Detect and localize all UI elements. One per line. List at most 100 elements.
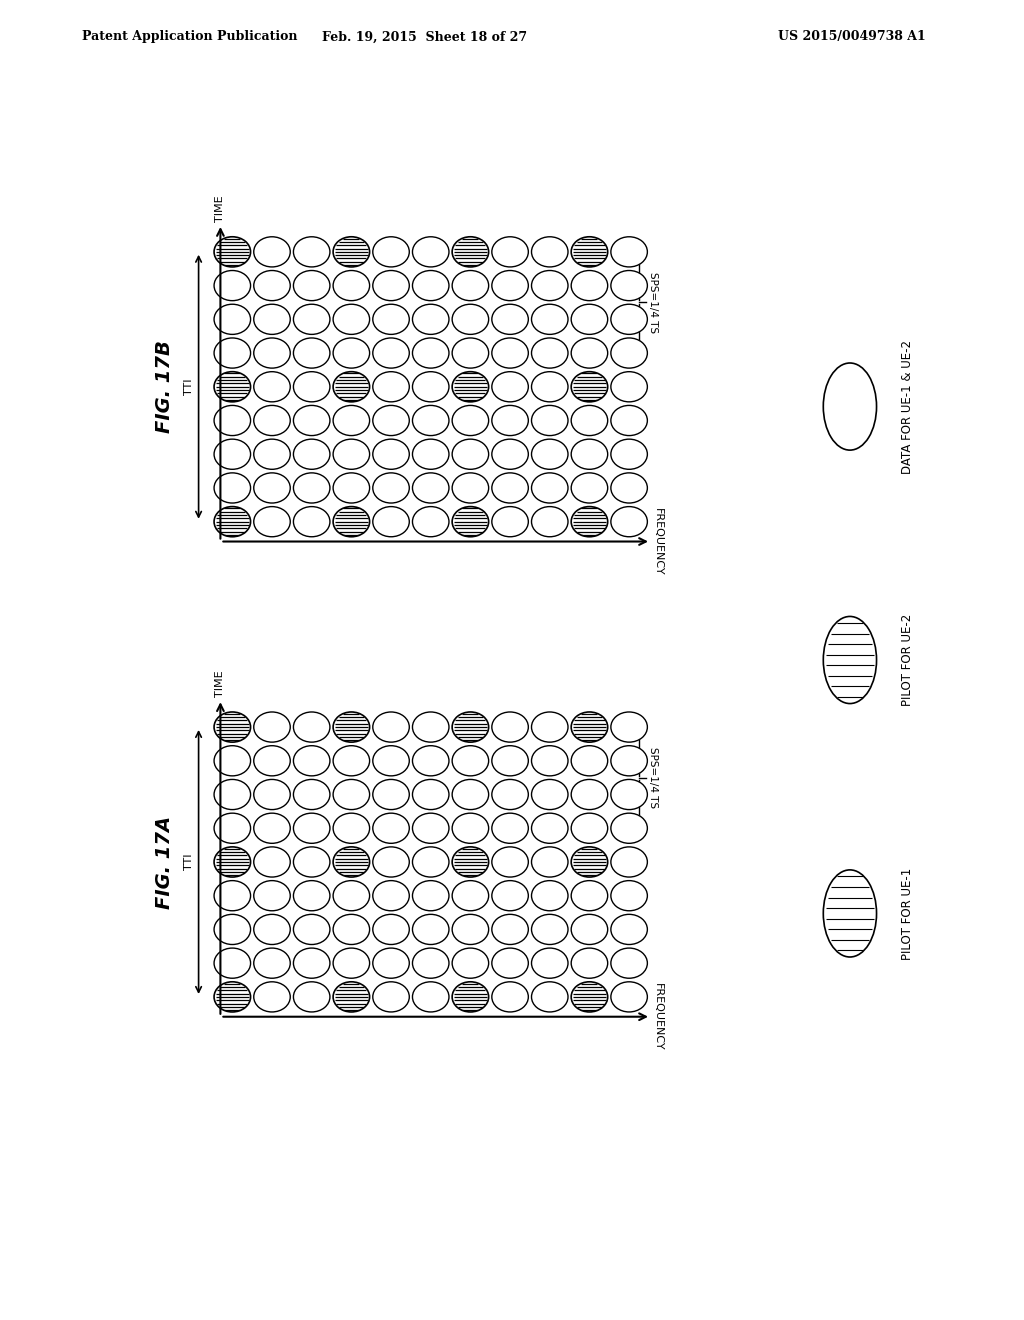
Ellipse shape	[571, 304, 607, 334]
Ellipse shape	[413, 473, 449, 503]
Ellipse shape	[453, 982, 488, 1012]
Text: SPS=1/4 TS: SPS=1/4 TS	[648, 272, 658, 333]
Ellipse shape	[453, 440, 488, 470]
Ellipse shape	[453, 372, 488, 401]
Ellipse shape	[611, 779, 647, 809]
Ellipse shape	[214, 338, 251, 368]
Ellipse shape	[254, 473, 290, 503]
Ellipse shape	[823, 870, 877, 957]
Ellipse shape	[571, 813, 607, 843]
Ellipse shape	[531, 779, 568, 809]
Ellipse shape	[214, 236, 251, 267]
Text: FIG. 17A: FIG. 17A	[156, 816, 174, 908]
Ellipse shape	[492, 711, 528, 742]
Ellipse shape	[492, 813, 528, 843]
Ellipse shape	[531, 271, 568, 301]
Text: TTI: TTI	[184, 854, 194, 870]
Ellipse shape	[492, 779, 528, 809]
Ellipse shape	[413, 948, 449, 978]
Ellipse shape	[453, 847, 488, 876]
Ellipse shape	[294, 473, 330, 503]
Ellipse shape	[611, 236, 647, 267]
Ellipse shape	[492, 405, 528, 436]
Ellipse shape	[413, 304, 449, 334]
Ellipse shape	[823, 363, 877, 450]
Ellipse shape	[373, 779, 410, 809]
Text: TTI: TTI	[184, 379, 194, 395]
Ellipse shape	[294, 779, 330, 809]
Ellipse shape	[254, 405, 290, 436]
Ellipse shape	[611, 880, 647, 911]
Ellipse shape	[611, 813, 647, 843]
Text: PILOT FOR UE-2: PILOT FOR UE-2	[901, 614, 913, 706]
Ellipse shape	[453, 746, 488, 776]
Ellipse shape	[214, 880, 251, 911]
Ellipse shape	[373, 711, 410, 742]
Ellipse shape	[531, 746, 568, 776]
Text: DATA FOR UE-1 & UE-2: DATA FOR UE-1 & UE-2	[901, 339, 913, 474]
Ellipse shape	[373, 304, 410, 334]
Ellipse shape	[333, 880, 370, 911]
Ellipse shape	[611, 440, 647, 470]
Ellipse shape	[571, 915, 607, 945]
Ellipse shape	[214, 915, 251, 945]
Ellipse shape	[254, 271, 290, 301]
Ellipse shape	[453, 271, 488, 301]
Ellipse shape	[373, 236, 410, 267]
Ellipse shape	[453, 711, 488, 742]
Ellipse shape	[453, 779, 488, 809]
Ellipse shape	[531, 473, 568, 503]
Ellipse shape	[214, 405, 251, 436]
Ellipse shape	[214, 473, 251, 503]
Text: TIME: TIME	[215, 671, 225, 697]
Ellipse shape	[413, 372, 449, 401]
Ellipse shape	[254, 236, 290, 267]
Ellipse shape	[333, 271, 370, 301]
Ellipse shape	[333, 440, 370, 470]
Ellipse shape	[214, 507, 251, 537]
Ellipse shape	[611, 982, 647, 1012]
Ellipse shape	[214, 271, 251, 301]
Ellipse shape	[254, 372, 290, 401]
Ellipse shape	[492, 372, 528, 401]
Ellipse shape	[373, 338, 410, 368]
Ellipse shape	[531, 304, 568, 334]
Ellipse shape	[254, 440, 290, 470]
Ellipse shape	[333, 304, 370, 334]
Ellipse shape	[531, 948, 568, 978]
Ellipse shape	[254, 847, 290, 876]
Ellipse shape	[611, 338, 647, 368]
Ellipse shape	[531, 507, 568, 537]
Ellipse shape	[254, 813, 290, 843]
Ellipse shape	[492, 507, 528, 537]
Ellipse shape	[214, 982, 251, 1012]
Ellipse shape	[373, 372, 410, 401]
Ellipse shape	[492, 473, 528, 503]
Ellipse shape	[373, 405, 410, 436]
Ellipse shape	[333, 711, 370, 742]
Ellipse shape	[611, 271, 647, 301]
Ellipse shape	[333, 473, 370, 503]
Ellipse shape	[413, 507, 449, 537]
Ellipse shape	[611, 746, 647, 776]
Ellipse shape	[531, 440, 568, 470]
Ellipse shape	[611, 711, 647, 742]
Ellipse shape	[333, 948, 370, 978]
Ellipse shape	[453, 338, 488, 368]
Ellipse shape	[492, 880, 528, 911]
Ellipse shape	[453, 236, 488, 267]
Ellipse shape	[492, 982, 528, 1012]
Ellipse shape	[492, 271, 528, 301]
Ellipse shape	[254, 915, 290, 945]
Ellipse shape	[611, 372, 647, 401]
Ellipse shape	[294, 236, 330, 267]
Ellipse shape	[254, 746, 290, 776]
Ellipse shape	[294, 746, 330, 776]
Ellipse shape	[492, 948, 528, 978]
Ellipse shape	[531, 372, 568, 401]
Ellipse shape	[571, 880, 607, 911]
Ellipse shape	[571, 473, 607, 503]
Ellipse shape	[373, 813, 410, 843]
Ellipse shape	[571, 338, 607, 368]
Ellipse shape	[373, 507, 410, 537]
